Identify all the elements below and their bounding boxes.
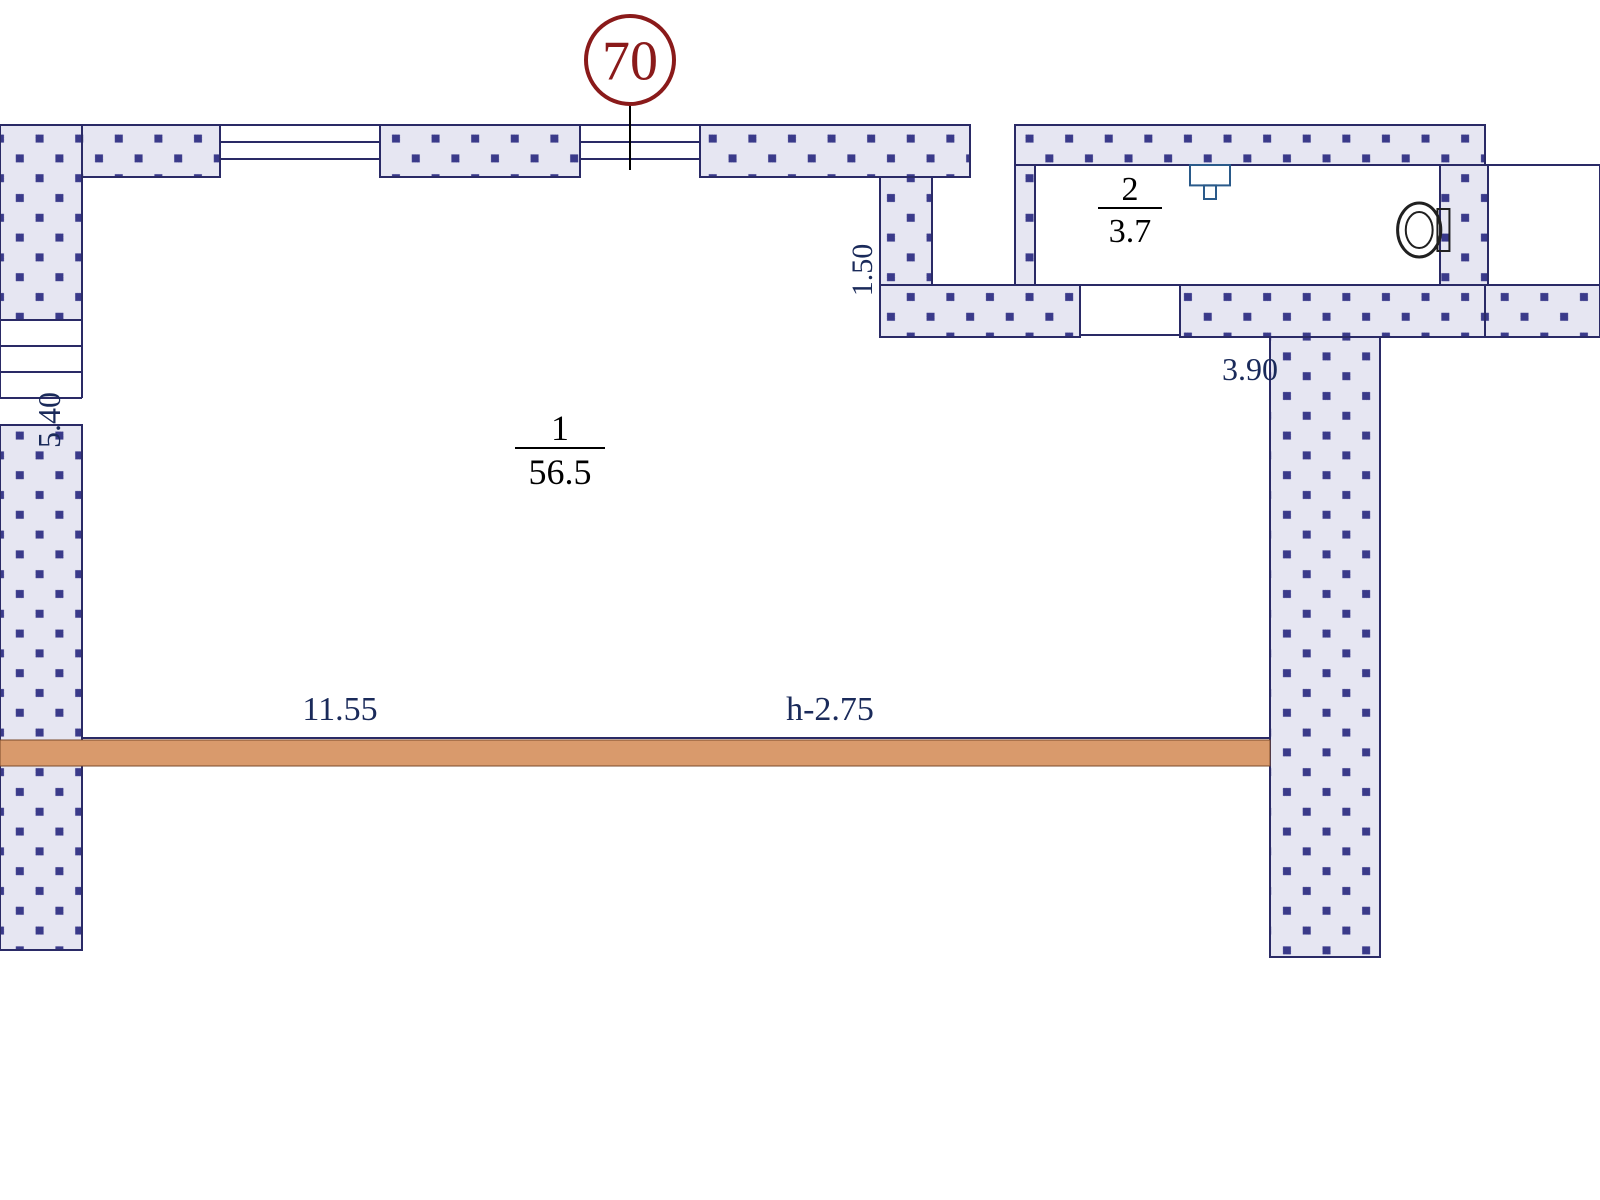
- top-wall-seg2: [380, 125, 580, 177]
- dim-h2.75: h-2.75: [786, 691, 874, 728]
- unit-badge-label: 70: [602, 31, 658, 93]
- right-wall-main: [1270, 337, 1380, 957]
- floor-plan: 156.5 2 3.7 5.40 1.50 3.90 11.55 h-2.75 70: [0, 0, 1600, 1200]
- room-2-area: 3.7: [1109, 213, 1152, 250]
- sink-icon: [1190, 165, 1230, 185]
- left-wall-lower: [0, 425, 82, 950]
- right-wall-stub: [1485, 285, 1600, 337]
- top-wall-seg3: [700, 125, 970, 177]
- room-1-id: 1: [551, 408, 569, 448]
- bottom-band: [0, 740, 1270, 766]
- room-2-id: 2: [1122, 171, 1139, 208]
- room2-inner-left: [1015, 165, 1035, 285]
- mid-wall-horiz2: [1180, 285, 1485, 337]
- top-wall-room2: [1015, 125, 1485, 165]
- top-wall-seg1: [82, 125, 220, 177]
- dim-11.55: 11.55: [302, 691, 377, 728]
- left-wall-upper: [0, 125, 82, 320]
- dim-1.50: 1.50: [846, 244, 879, 297]
- mid-wall-horiz: [880, 285, 1080, 337]
- room-1-area: 56.5: [529, 452, 592, 492]
- dim-3.90: 3.90: [1222, 351, 1278, 387]
- dim-5.40: 5.40: [31, 392, 67, 448]
- right-wall-upper: [1440, 165, 1488, 285]
